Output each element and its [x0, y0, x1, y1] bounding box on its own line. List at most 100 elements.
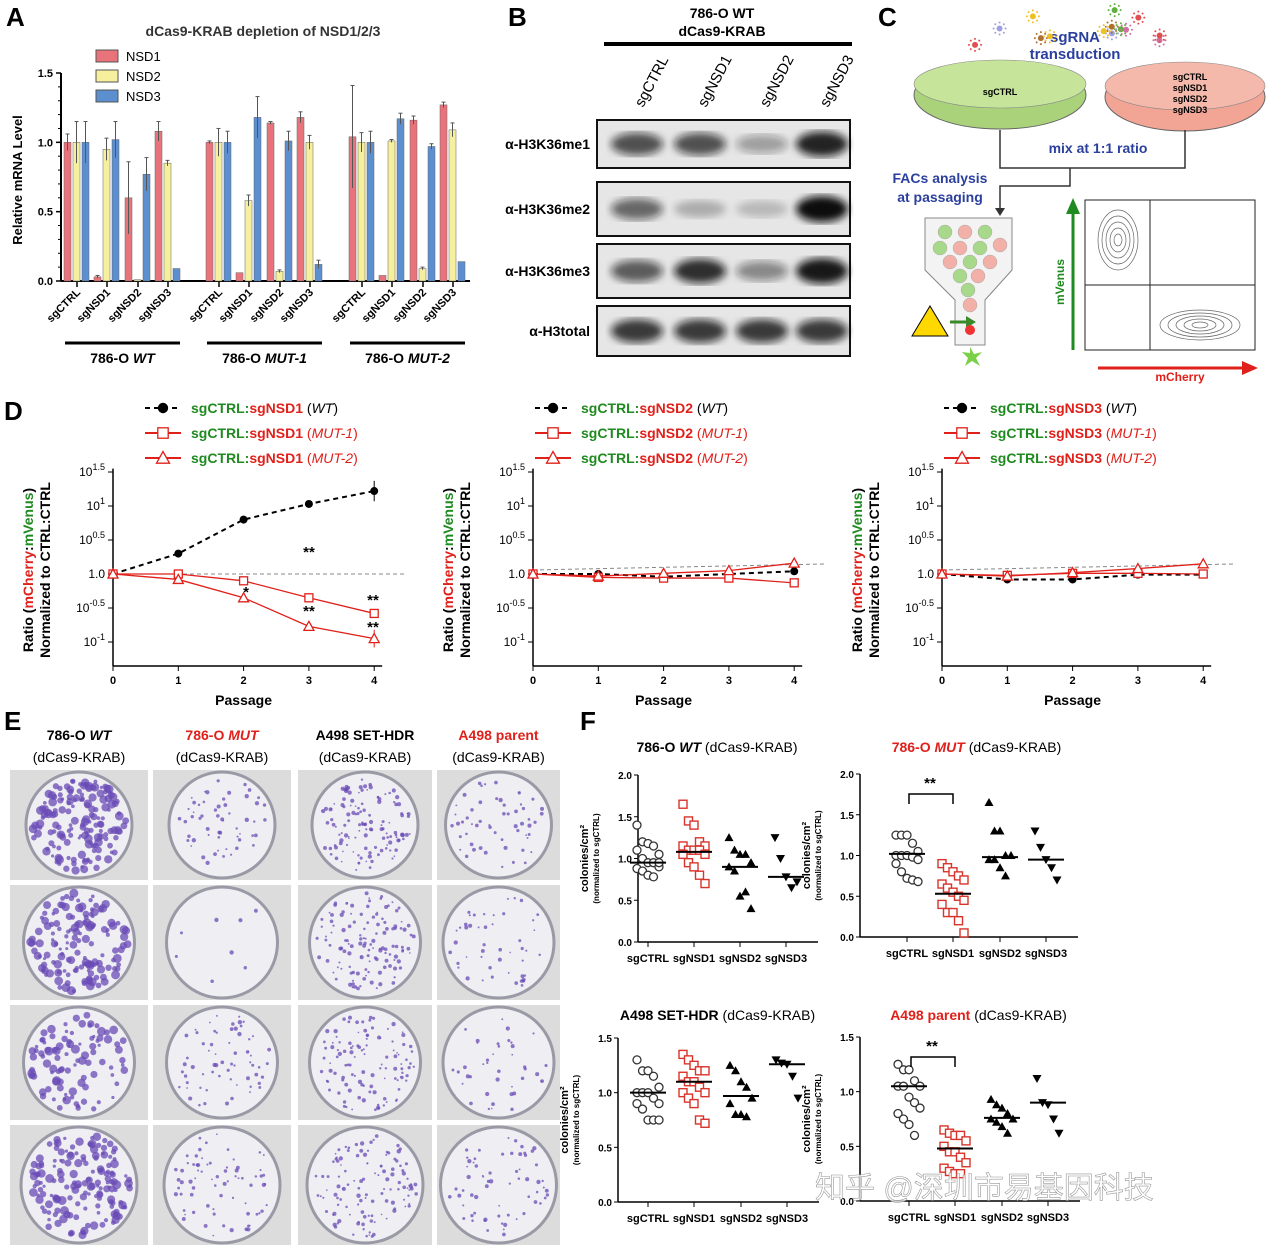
- colony: [368, 785, 373, 790]
- virus-spike: [1137, 10, 1140, 13]
- significance-label: **: [926, 1038, 938, 1055]
- data-point: [678, 1071, 688, 1081]
- colony: [378, 948, 383, 953]
- colony: [208, 1021, 211, 1024]
- colony: [247, 1050, 250, 1053]
- colony: [100, 953, 105, 958]
- colony: [247, 788, 252, 792]
- colony: [114, 1041, 121, 1048]
- colony: [36, 1193, 40, 1198]
- colony: [353, 1179, 356, 1182]
- colony: [64, 980, 71, 987]
- colony: [342, 1049, 347, 1054]
- colony: [191, 1210, 196, 1215]
- data-point: [961, 1136, 971, 1146]
- virus-spike: [998, 21, 1001, 24]
- colony: [71, 860, 77, 867]
- colony: [84, 802, 91, 809]
- colony: [54, 976, 64, 986]
- colony: [29, 1188, 38, 1197]
- legend-genotype: (: [303, 450, 312, 466]
- virus-spike: [1152, 34, 1155, 37]
- colony: [88, 897, 93, 903]
- colony: [116, 962, 122, 968]
- data-point: [904, 1092, 914, 1102]
- significance-label: **: [367, 619, 379, 636]
- legend-genotype-close: ): [743, 450, 748, 466]
- virus-spike: [1044, 31, 1047, 34]
- data-point: [547, 427, 559, 439]
- colony: [540, 806, 545, 811]
- colony: [222, 1181, 227, 1186]
- x-tick-label: sgNSD3: [765, 953, 807, 965]
- data-point: [1197, 557, 1210, 569]
- colony: [393, 958, 396, 962]
- column-header: 786-O MUT: [185, 727, 260, 743]
- colony: [368, 1234, 371, 1236]
- colony: [51, 810, 59, 818]
- colony: [48, 797, 57, 807]
- data-point: [648, 1071, 659, 1081]
- colony: [320, 925, 323, 928]
- colony: [510, 1041, 513, 1044]
- fluorescence-burst-icon: [962, 347, 982, 366]
- colony: [90, 1049, 97, 1056]
- tick-exponent: 1.5: [512, 462, 525, 472]
- colony: [59, 834, 67, 841]
- colony: [46, 1141, 53, 1147]
- colony: [405, 1058, 408, 1062]
- data-point: [953, 916, 964, 926]
- colony: [228, 1041, 231, 1044]
- colony: [330, 912, 334, 917]
- colony: [90, 1135, 95, 1141]
- colony: [238, 918, 243, 923]
- legend-ctrl: sgCTRL:: [581, 425, 639, 441]
- bar-nsd2: [133, 279, 142, 282]
- colony: [401, 949, 404, 953]
- tick-base: 10: [84, 635, 98, 649]
- cell: [962, 297, 978, 313]
- colony: [394, 833, 398, 837]
- colony: [216, 779, 220, 783]
- colony: [86, 1182, 95, 1191]
- blot-band: [796, 258, 848, 284]
- colony: [359, 912, 363, 916]
- colony: [374, 1172, 377, 1175]
- colony: [34, 927, 43, 936]
- colony: [324, 1046, 328, 1050]
- legend-genotype-name: MUT-1: [1111, 425, 1153, 441]
- contour-line: [1109, 227, 1127, 253]
- colony: [383, 920, 387, 924]
- colony: [506, 812, 510, 816]
- colony: [338, 1156, 343, 1161]
- virus-spike: [1143, 16, 1146, 19]
- colony: [355, 971, 360, 976]
- colony: [113, 1212, 118, 1217]
- colony: [208, 1161, 212, 1165]
- colony: [465, 832, 468, 836]
- virus-spike: [974, 37, 977, 40]
- colony: [413, 1182, 418, 1187]
- colony: [217, 849, 220, 852]
- virus-particle-icon: [972, 41, 979, 48]
- colony: [351, 982, 355, 986]
- legend-label: NSD1: [126, 49, 161, 64]
- colony: [377, 1174, 380, 1177]
- group-label: 786-O MUT-1: [222, 350, 307, 366]
- colony: [185, 1154, 189, 1158]
- tick-base: 1.0: [88, 567, 105, 581]
- colony: [330, 1045, 335, 1050]
- colony: [205, 860, 210, 866]
- data-point: [547, 402, 559, 414]
- colony: [397, 1053, 400, 1056]
- colony: [87, 1139, 97, 1149]
- y-axis-label-part: Ratio (: [849, 608, 865, 652]
- colony: [205, 1088, 208, 1092]
- colony: [335, 1035, 338, 1038]
- legend-target: sgNSD2: [639, 400, 693, 416]
- colony: [497, 1045, 501, 1048]
- x-tick-label: 3: [1135, 675, 1141, 687]
- colony: [350, 798, 355, 803]
- colony: [214, 917, 219, 923]
- colony: [95, 1038, 100, 1043]
